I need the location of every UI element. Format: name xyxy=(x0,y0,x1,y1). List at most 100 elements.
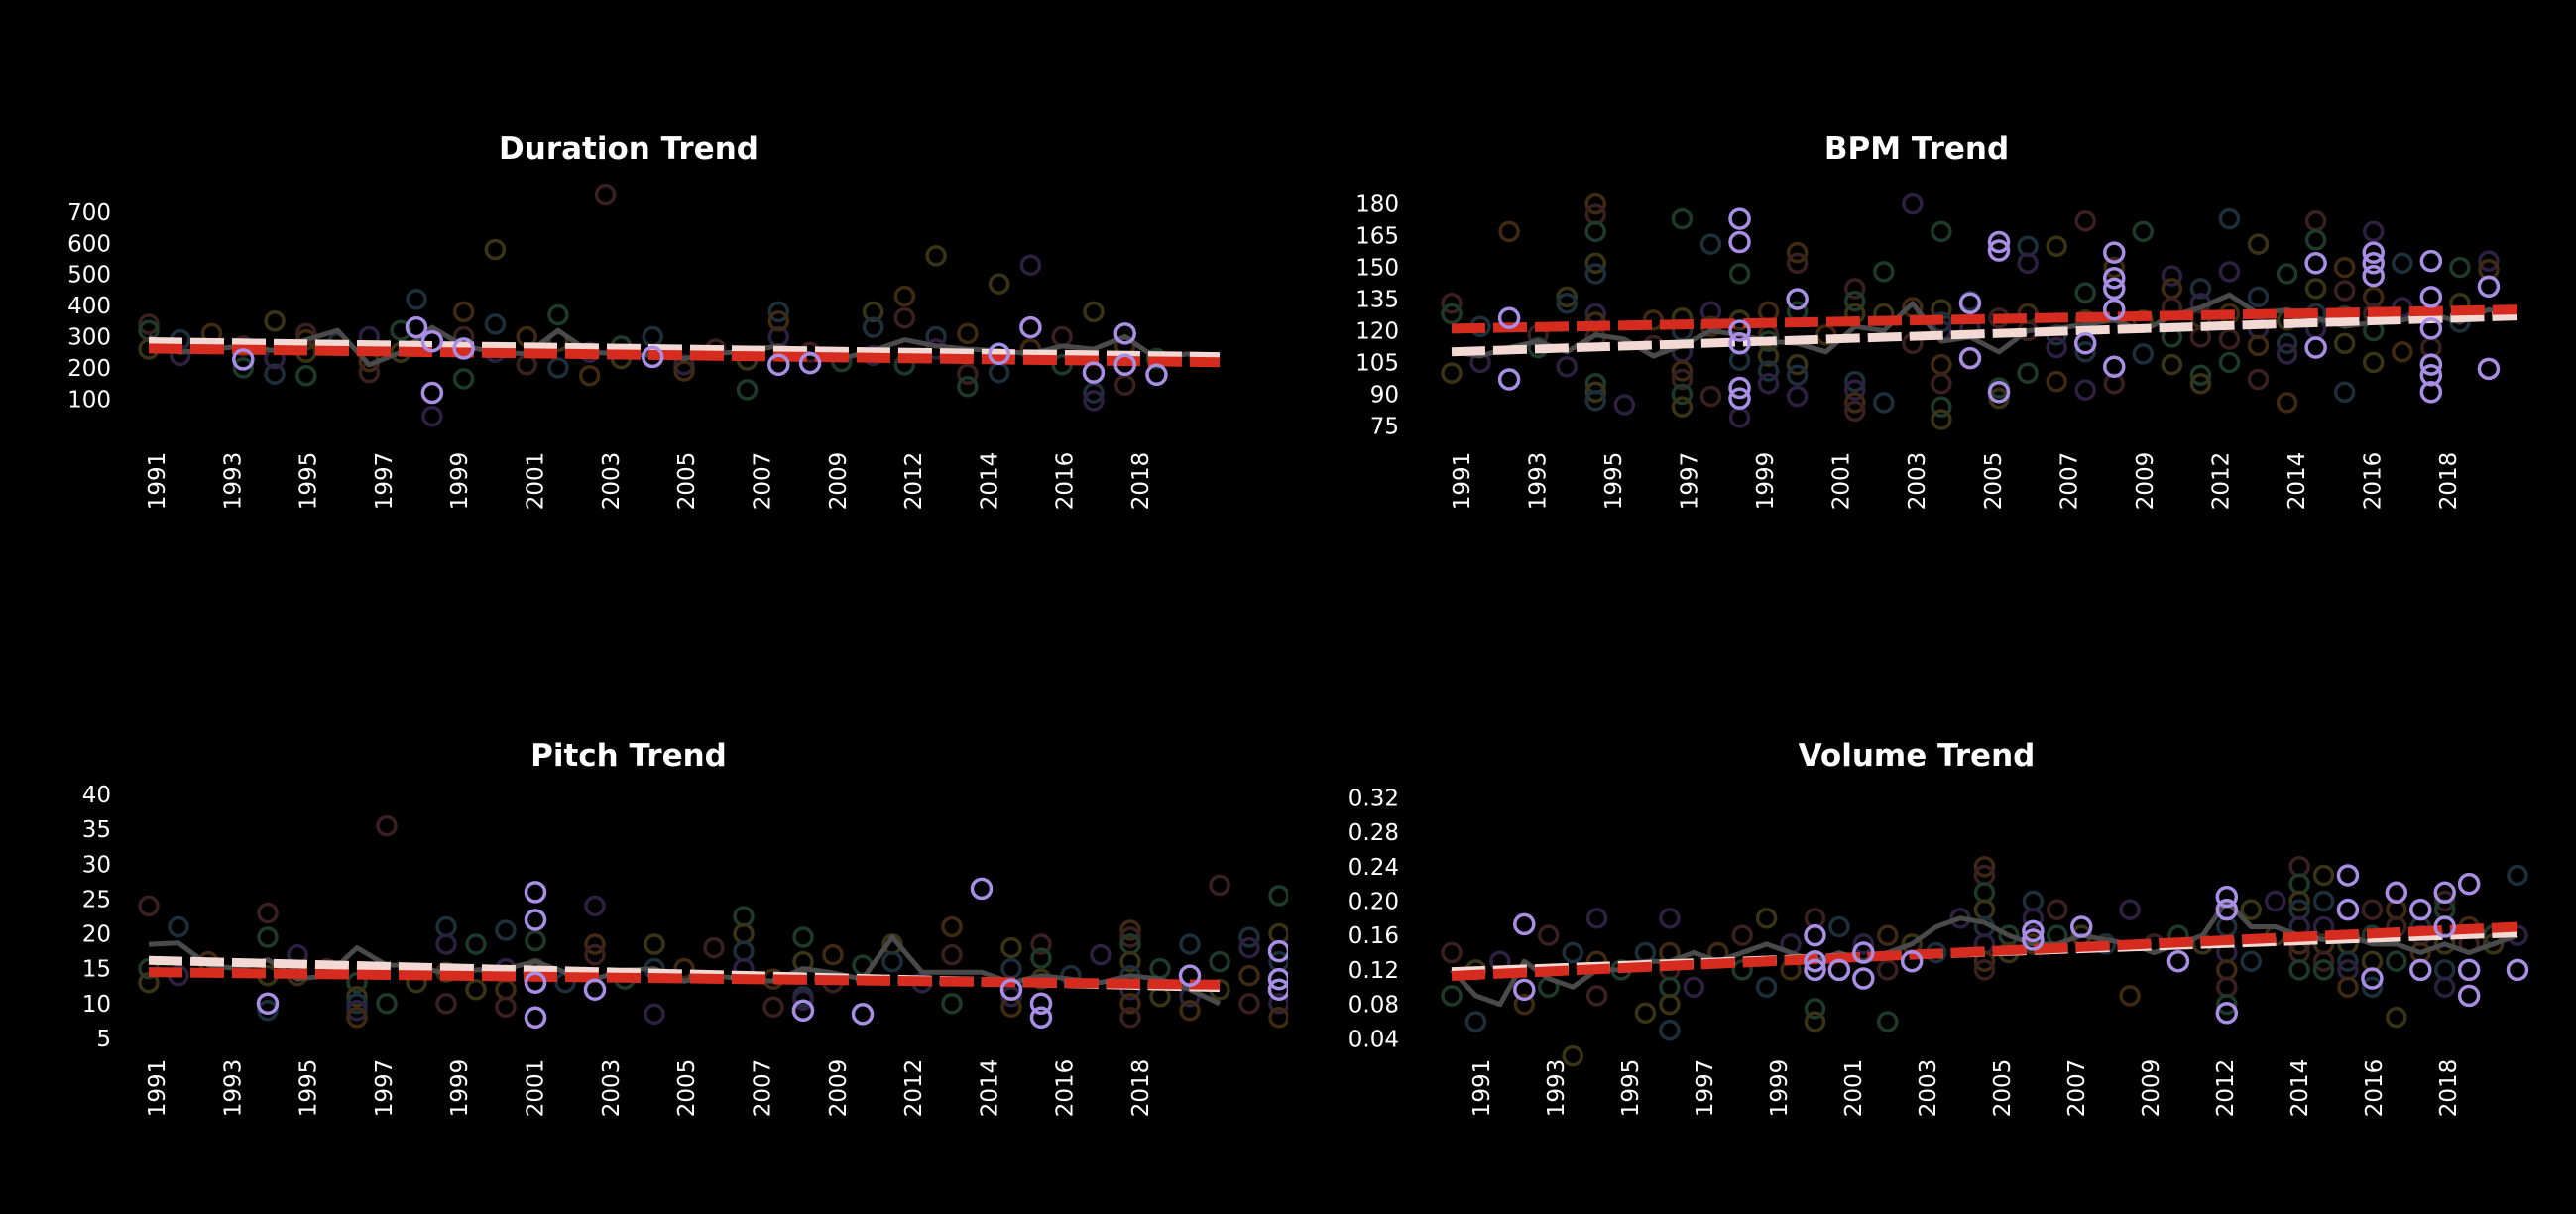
data-point xyxy=(578,365,601,387)
data-point xyxy=(2312,950,2335,972)
data-point xyxy=(1671,396,1694,418)
x-tick-label: 2001 xyxy=(524,452,549,511)
data-point xyxy=(1441,985,1463,1007)
highlight-point xyxy=(2362,264,2385,288)
data-point xyxy=(421,405,443,427)
data-point xyxy=(346,1000,368,1022)
y-tick-label: 75 xyxy=(1370,414,1399,439)
data-point xyxy=(1973,959,1996,981)
data-point xyxy=(1584,381,1607,404)
data-point xyxy=(484,313,507,335)
data-point xyxy=(2017,252,2039,275)
data-point xyxy=(2189,278,2212,300)
data-point xyxy=(822,943,844,966)
data-point xyxy=(2362,351,2385,374)
highlight-point xyxy=(641,345,664,369)
data-point xyxy=(2362,220,2385,243)
y-tick-label: 40 xyxy=(82,783,111,808)
highlight-point xyxy=(1019,315,1042,339)
volume-chart-panel: Volume Trend 0.04 0.08 0.12 0.16 0.20 0.24 0.28… xyxy=(1288,607,2576,1214)
data-point xyxy=(138,313,160,335)
data-point xyxy=(2119,899,2141,920)
highlight-point xyxy=(2419,381,2443,404)
data-point xyxy=(1513,993,1536,1016)
highlight-point xyxy=(1145,363,1168,387)
data-point xyxy=(2216,993,2238,1016)
data-point xyxy=(1119,919,1141,941)
data-point xyxy=(2337,976,2359,998)
highlight-point xyxy=(2102,355,2126,378)
data-point xyxy=(1019,254,1042,276)
data-point xyxy=(1931,396,1952,418)
highlight-point xyxy=(1513,978,1536,1002)
chart-title: Duration Trend xyxy=(499,131,759,167)
highlight-point xyxy=(1987,230,2011,254)
highlight-point xyxy=(988,342,1010,366)
y-tick-label: 120 xyxy=(1355,318,1399,344)
highlight-point xyxy=(2304,336,2327,359)
data-point xyxy=(2247,368,2270,391)
x-tick-label: 1999 xyxy=(1753,452,1779,511)
highlight-point xyxy=(1804,949,1826,973)
data-point xyxy=(767,301,790,323)
data-point xyxy=(1786,364,1809,386)
data-point xyxy=(881,950,903,973)
highlight-point xyxy=(2304,252,2327,275)
y-tick-label: 0.12 xyxy=(1348,958,1399,984)
x-tick-label: 2001 xyxy=(1841,1059,1867,1118)
data-point xyxy=(452,301,475,323)
data-point xyxy=(1119,1007,1141,1029)
highlight-point xyxy=(2477,357,2501,381)
data-point xyxy=(264,363,286,385)
data-point xyxy=(1268,885,1288,907)
highlight-point xyxy=(851,1003,875,1026)
data-point xyxy=(1030,933,1052,955)
data-point xyxy=(257,1000,279,1022)
data-point xyxy=(736,379,759,401)
data-point xyxy=(1699,233,1722,255)
data-point xyxy=(1873,261,1895,283)
y-tick-label: 165 xyxy=(1355,224,1399,250)
data-point xyxy=(2276,343,2298,365)
data-point xyxy=(2074,379,2096,401)
data-point xyxy=(2392,252,2413,275)
highlight-point xyxy=(2419,363,2443,387)
data-point xyxy=(1119,950,1141,973)
data-point xyxy=(2022,908,2045,929)
highlight-point xyxy=(2073,332,2097,355)
data-point xyxy=(1585,908,1608,929)
data-point xyxy=(941,915,963,938)
data-point xyxy=(1671,360,1694,382)
y-tick-label: 0.20 xyxy=(1348,889,1399,914)
data-point xyxy=(792,926,814,948)
highlight-point xyxy=(2022,919,2045,943)
highlight-point xyxy=(791,999,815,1023)
duration-chart-panel: Duration Trend 100 200 300 400 500 600 700 1991 1… xyxy=(0,0,1288,607)
x-tick-label: 2007 xyxy=(750,1059,775,1118)
data-point xyxy=(1973,899,1996,920)
x-tick-label: 2014 xyxy=(977,1059,1002,1118)
mean-line xyxy=(148,934,1222,1007)
bpm-chart-panel: BPM Trend 75 90 105 120 135 150 165 180 1991 1993 1… xyxy=(1288,0,2576,607)
highlight-point xyxy=(256,992,280,1016)
data-point xyxy=(1671,207,1694,230)
data-point xyxy=(1238,926,1260,948)
data-point xyxy=(767,310,790,332)
data-point xyxy=(516,354,537,376)
data-point xyxy=(2189,372,2212,395)
data-point xyxy=(2161,353,2183,376)
data-point xyxy=(346,993,368,1015)
data-point xyxy=(257,926,279,948)
data-point xyxy=(644,1003,665,1026)
data-point xyxy=(1584,252,1607,275)
data-point xyxy=(584,933,606,955)
x-tick-label: 1993 xyxy=(1526,452,1552,511)
highlight-point xyxy=(2215,1002,2239,1025)
x-tick-label: 2009 xyxy=(2133,452,2159,511)
x-tick-label: 2012 xyxy=(901,1059,927,1118)
highlight-point xyxy=(1786,288,1809,310)
highlight-point xyxy=(452,337,475,360)
highlight-point xyxy=(1987,381,2011,404)
highlight-point xyxy=(1029,992,1053,1016)
data-point xyxy=(2216,959,2238,981)
